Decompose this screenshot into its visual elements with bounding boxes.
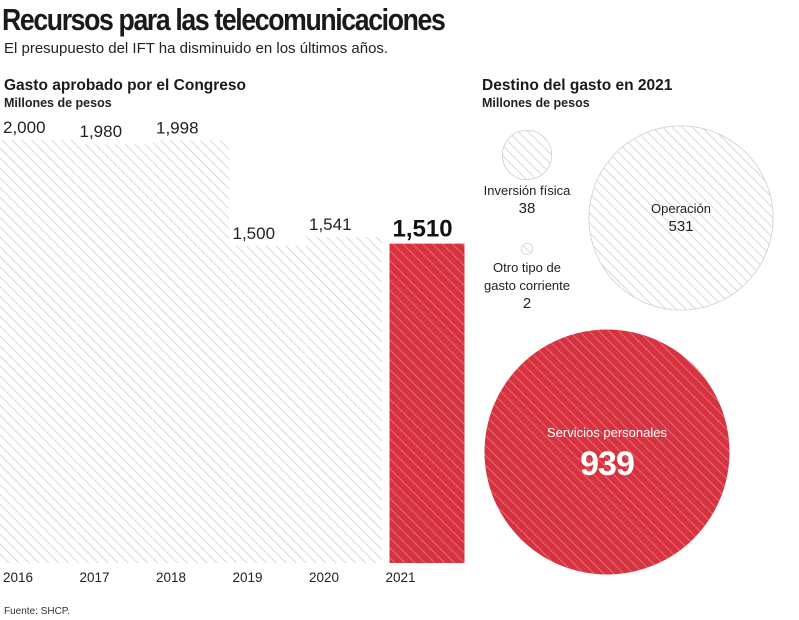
bar-2019	[229, 245, 306, 563]
bubble-label: Servicios personales	[547, 425, 667, 440]
x-tick-label: 2017	[80, 570, 110, 585]
bar-2020	[306, 237, 382, 564]
bubble	[520, 242, 534, 256]
bubble-chart-title: Destino del gasto en 2021	[482, 77, 673, 94]
bubble-value: 2	[523, 295, 531, 312]
bar-value-label: 2,000	[3, 118, 46, 137]
bar-value-label: 1,541	[309, 215, 352, 234]
page-subtitle: El presupuesto del IFT ha disminuido en …	[4, 40, 389, 57]
x-tick-label: 2019	[233, 570, 263, 585]
bubble	[484, 329, 730, 575]
source-note: Fuente: SHCP.	[4, 606, 70, 617]
bar-2016	[0, 140, 76, 563]
page-title: Recursos para las telecomunicaciones	[2, 2, 446, 37]
bubble-value: 38	[519, 200, 536, 217]
bar-value-label: 1,500	[233, 224, 276, 243]
bar-value-label: 1,980	[80, 122, 123, 141]
x-tick-label: 2020	[309, 570, 339, 585]
bubble-chart-unit: Millones de pesos	[482, 96, 590, 110]
bar-value-label: 1,998	[156, 118, 199, 137]
bubble	[588, 125, 774, 311]
bar-chart: 2,000 2016 1,980 2017 1,998 2018 1,500 2019 1,54…	[0, 118, 465, 585]
bar-2018	[153, 140, 229, 563]
bubble-chart: Inversión física 38 Operación 531 Otro tipo …	[484, 125, 774, 575]
x-tick-label: 2016	[3, 570, 33, 585]
bar-value-label: 1,510	[393, 216, 453, 243]
x-tick-label: 2018	[156, 570, 186, 585]
bubble-label: gasto corriente	[484, 278, 570, 293]
bar-chart-unit: Millones de pesos	[4, 96, 112, 110]
bubble-label: Inversión física	[484, 183, 571, 198]
bubble-value: 939	[580, 445, 634, 483]
bubble	[501, 129, 553, 181]
bubble-label: Otro tipo de	[493, 260, 561, 275]
bar-2017	[76, 144, 153, 564]
bubble-label: Operación	[651, 201, 711, 216]
x-tick-label: 2021	[386, 570, 416, 585]
bar-chart-title: Gasto aprobado por el Congreso	[4, 77, 246, 94]
bubble-value: 531	[668, 218, 693, 235]
bar-2021	[389, 243, 465, 563]
